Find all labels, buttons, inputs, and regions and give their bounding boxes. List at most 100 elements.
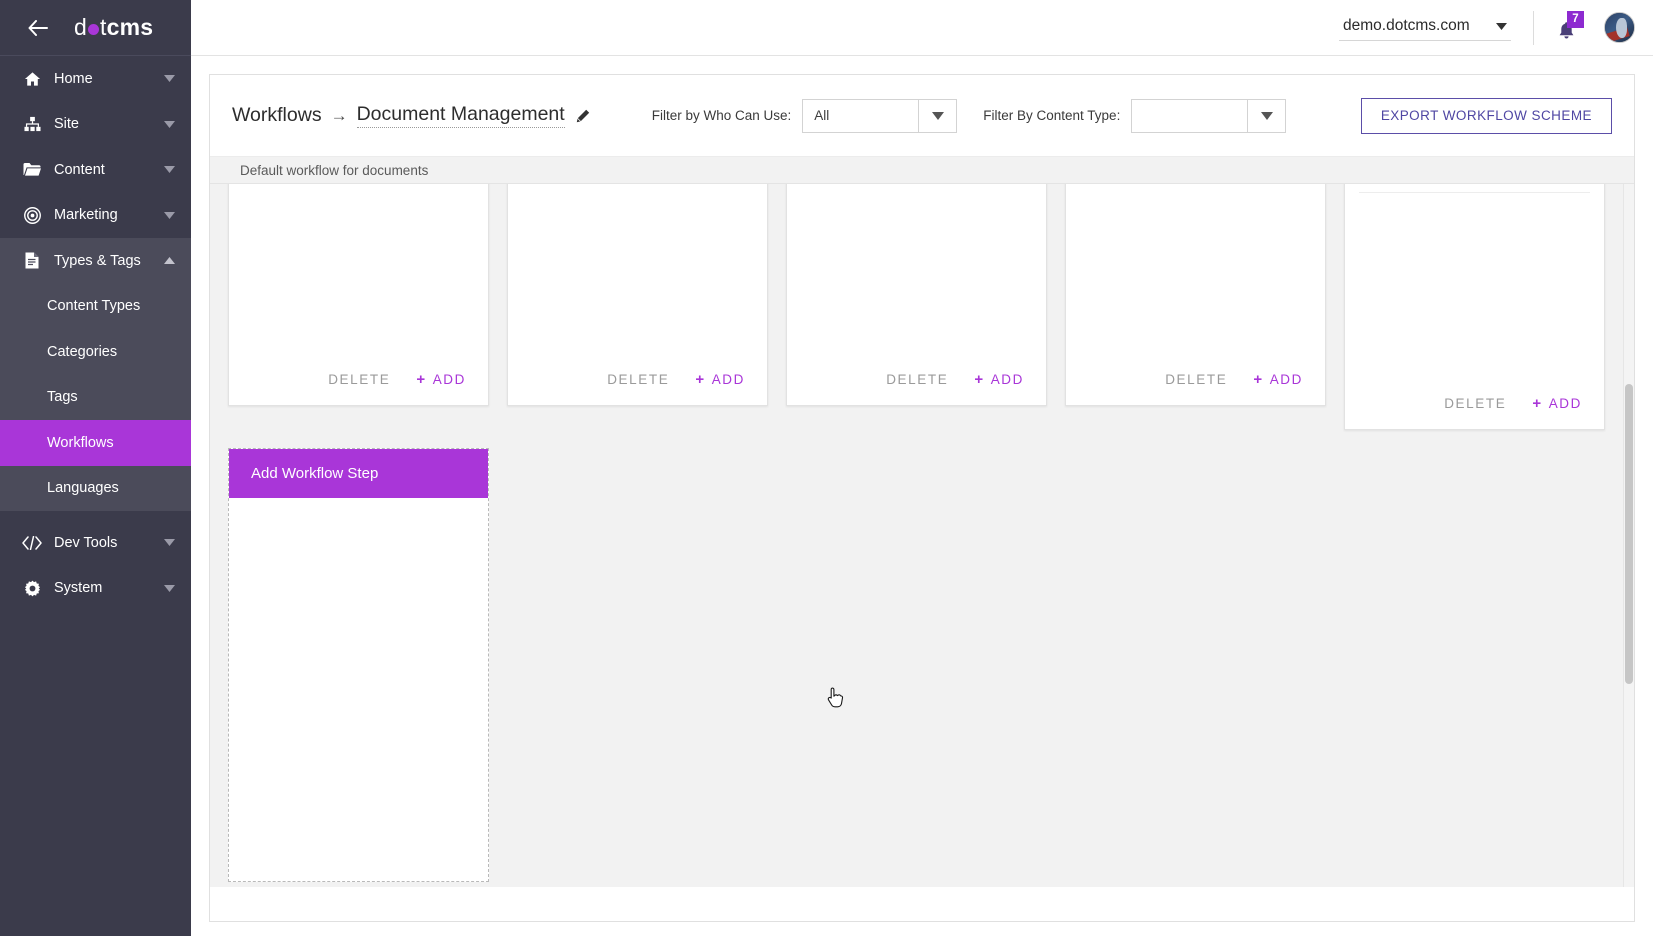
- plus-icon: +: [1532, 394, 1543, 412]
- chevron-down-icon[interactable]: [163, 209, 175, 221]
- workflow-action-row[interactable]: Republish ▶ Published: [1359, 184, 1590, 193]
- notifications-button[interactable]: 7: [1556, 10, 1586, 45]
- content-wrapper: Workflows → Document Management Filter b…: [191, 56, 1653, 936]
- filter-who-can-use-label: Filter by Who Can Use:: [651, 108, 792, 123]
- workflow-step-card[interactable]: Publish Publish ▶ Published: [228, 184, 489, 406]
- sidebar-item-types-and-tags[interactable]: Types & Tags: [0, 238, 191, 284]
- add-action-button[interactable]: + ADD: [1253, 371, 1303, 388]
- delete-step-button[interactable]: DELETE: [886, 371, 949, 387]
- code-icon: [22, 535, 42, 550]
- sidebar-item-site[interactable]: Site: [0, 102, 191, 148]
- sidebar-item-home[interactable]: Home: [0, 56, 191, 102]
- sidebar-item-label: Marketing: [54, 207, 118, 224]
- delete-step-button[interactable]: DELETE: [607, 371, 670, 387]
- chevron-down-icon[interactable]: [163, 537, 175, 549]
- sidebar-subitem-label: Content Types: [47, 298, 141, 315]
- sidebar-item-workflows[interactable]: Workflows: [0, 420, 191, 466]
- chevron-down-icon[interactable]: [1496, 17, 1507, 35]
- sidebar-item-tags[interactable]: Tags: [0, 374, 191, 420]
- add-workflow-step-body[interactable]: [229, 498, 488, 881]
- plus-icon: +: [974, 370, 985, 388]
- folder-icon: [22, 162, 42, 177]
- site-selector[interactable]: demo.dotcms.com: [1339, 14, 1511, 41]
- delete-step-button[interactable]: DELETE: [328, 371, 391, 387]
- sidebar-item-content-types[interactable]: Content Types: [0, 283, 191, 329]
- main-area: demo.dotcms.com 7: [191, 0, 1653, 936]
- workflow-step-footer: DELETE + ADD: [1066, 353, 1325, 405]
- add-workflow-step-header[interactable]: Add Workflow Step: [229, 449, 488, 498]
- sidebar-item-dev-tools[interactable]: Dev Tools: [0, 520, 191, 566]
- filter-who-can-use-value: All: [814, 108, 830, 123]
- sidebar-item-languages[interactable]: Languages: [0, 465, 191, 511]
- sidebar-item-categories[interactable]: Categories: [0, 329, 191, 375]
- add-action-label: ADD: [1269, 371, 1303, 387]
- sidebar-item-system[interactable]: System: [0, 566, 191, 612]
- add-action-label: ADD: [432, 371, 466, 387]
- delete-step-button[interactable]: DELETE: [1165, 371, 1228, 387]
- sidebar-item-label: Dev Tools: [54, 534, 118, 551]
- chevron-up-icon[interactable]: [163, 255, 175, 267]
- add-workflow-step-card[interactable]: Add Workflow Step: [228, 448, 489, 882]
- logo-dot-icon: [88, 24, 99, 35]
- workflow-step-actions: Publish ▶ Published: [229, 184, 488, 353]
- chevron-down-icon[interactable]: [163, 73, 175, 85]
- sidebar-item-label: System: [54, 580, 103, 597]
- home-icon: [22, 71, 42, 87]
- sidebar-subitem-label: Categories: [47, 343, 118, 360]
- plus-icon: +: [1253, 370, 1264, 388]
- filter-content-type-select[interactable]: [1131, 98, 1287, 133]
- target-icon: [22, 206, 42, 224]
- avatar-detail-light: [1616, 18, 1627, 38]
- breadcrumb-root[interactable]: Workflows: [232, 104, 322, 126]
- page-title[interactable]: Document Management: [356, 103, 565, 128]
- dotcms-logo[interactable]: d t cms: [74, 14, 153, 41]
- avatar[interactable]: [1604, 12, 1635, 43]
- export-workflow-scheme-button[interactable]: EXPORT WORKFLOW SCHEME: [1360, 97, 1612, 134]
- workflow-steps-container: Publish Publish ▶ Published: [210, 184, 1634, 882]
- sidebar-item-label: Site: [54, 116, 79, 133]
- workflow-step-card[interactable]: DELETE + ADD: [786, 184, 1047, 406]
- sidebar-subitem-label: Workflows: [47, 434, 114, 451]
- add-action-button[interactable]: + ADD: [1532, 395, 1582, 412]
- workflow-step-actions: Reset Workflow ▶ Editing Full Delete: [1345, 184, 1604, 377]
- workflow-step-card[interactable]: Publish Publish ▶ Published: [507, 184, 768, 406]
- add-action-button[interactable]: + ADD: [974, 371, 1024, 388]
- board-scrollbar[interactable]: [1623, 184, 1634, 887]
- sidebar-logo-bar: d t cms: [0, 0, 191, 56]
- breadcrumb-arrow-icon: →: [330, 105, 348, 125]
- filter-group: Filter by Who Can Use: All Filter By Con…: [651, 98, 1287, 133]
- chevron-down-icon[interactable]: [163, 164, 175, 176]
- delete-step-button[interactable]: DELETE: [1444, 395, 1507, 411]
- workflow-panel: Workflows → Document Management Filter b…: [209, 74, 1635, 922]
- workflow-step-actions: [1066, 184, 1325, 353]
- topbar-divider: [1533, 10, 1534, 45]
- add-action-button[interactable]: + ADD: [416, 371, 466, 388]
- chevron-down-icon[interactable]: [918, 99, 956, 132]
- breadcrumb: Workflows → Document Management: [232, 103, 590, 128]
- site-selector-value: demo.dotcms.com: [1343, 17, 1470, 34]
- add-action-label: ADD: [990, 371, 1024, 387]
- filter-who-can-use-select[interactable]: All: [802, 98, 958, 133]
- workflow-step-card[interactable]: DELETE + ADD: [1065, 184, 1326, 406]
- board-scrollbar-thumb[interactable]: [1625, 384, 1633, 684]
- pencil-edit-icon[interactable]: [576, 109, 590, 123]
- chevron-down-icon[interactable]: [163, 582, 175, 594]
- add-action-label: ADD: [711, 371, 745, 387]
- workflow-step-actions: Publish ▶ Published: [508, 184, 767, 353]
- sidebar-subitem-label: Tags: [47, 389, 78, 406]
- workflow-step-card-archived[interactable]: Archived (Resolved) Reset Workflow ▶ Edi…: [1344, 184, 1605, 430]
- logo-d: d: [74, 14, 87, 40]
- sidebar-item-content[interactable]: Content: [0, 147, 191, 193]
- back-arrow-icon[interactable]: [28, 19, 48, 36]
- chevron-down-icon[interactable]: [163, 118, 175, 130]
- sidebar-item-marketing[interactable]: Marketing: [0, 193, 191, 239]
- sidebar: d t cms Home Site: [0, 0, 191, 936]
- notification-count-badge: 7: [1567, 10, 1584, 28]
- plus-icon: +: [695, 370, 706, 388]
- add-action-label: ADD: [1548, 395, 1582, 411]
- chevron-down-icon[interactable]: [1247, 99, 1285, 132]
- workflow-step-footer: DELETE + ADD: [1345, 377, 1604, 429]
- logo-t: t: [100, 14, 107, 40]
- add-action-button[interactable]: + ADD: [695, 371, 745, 388]
